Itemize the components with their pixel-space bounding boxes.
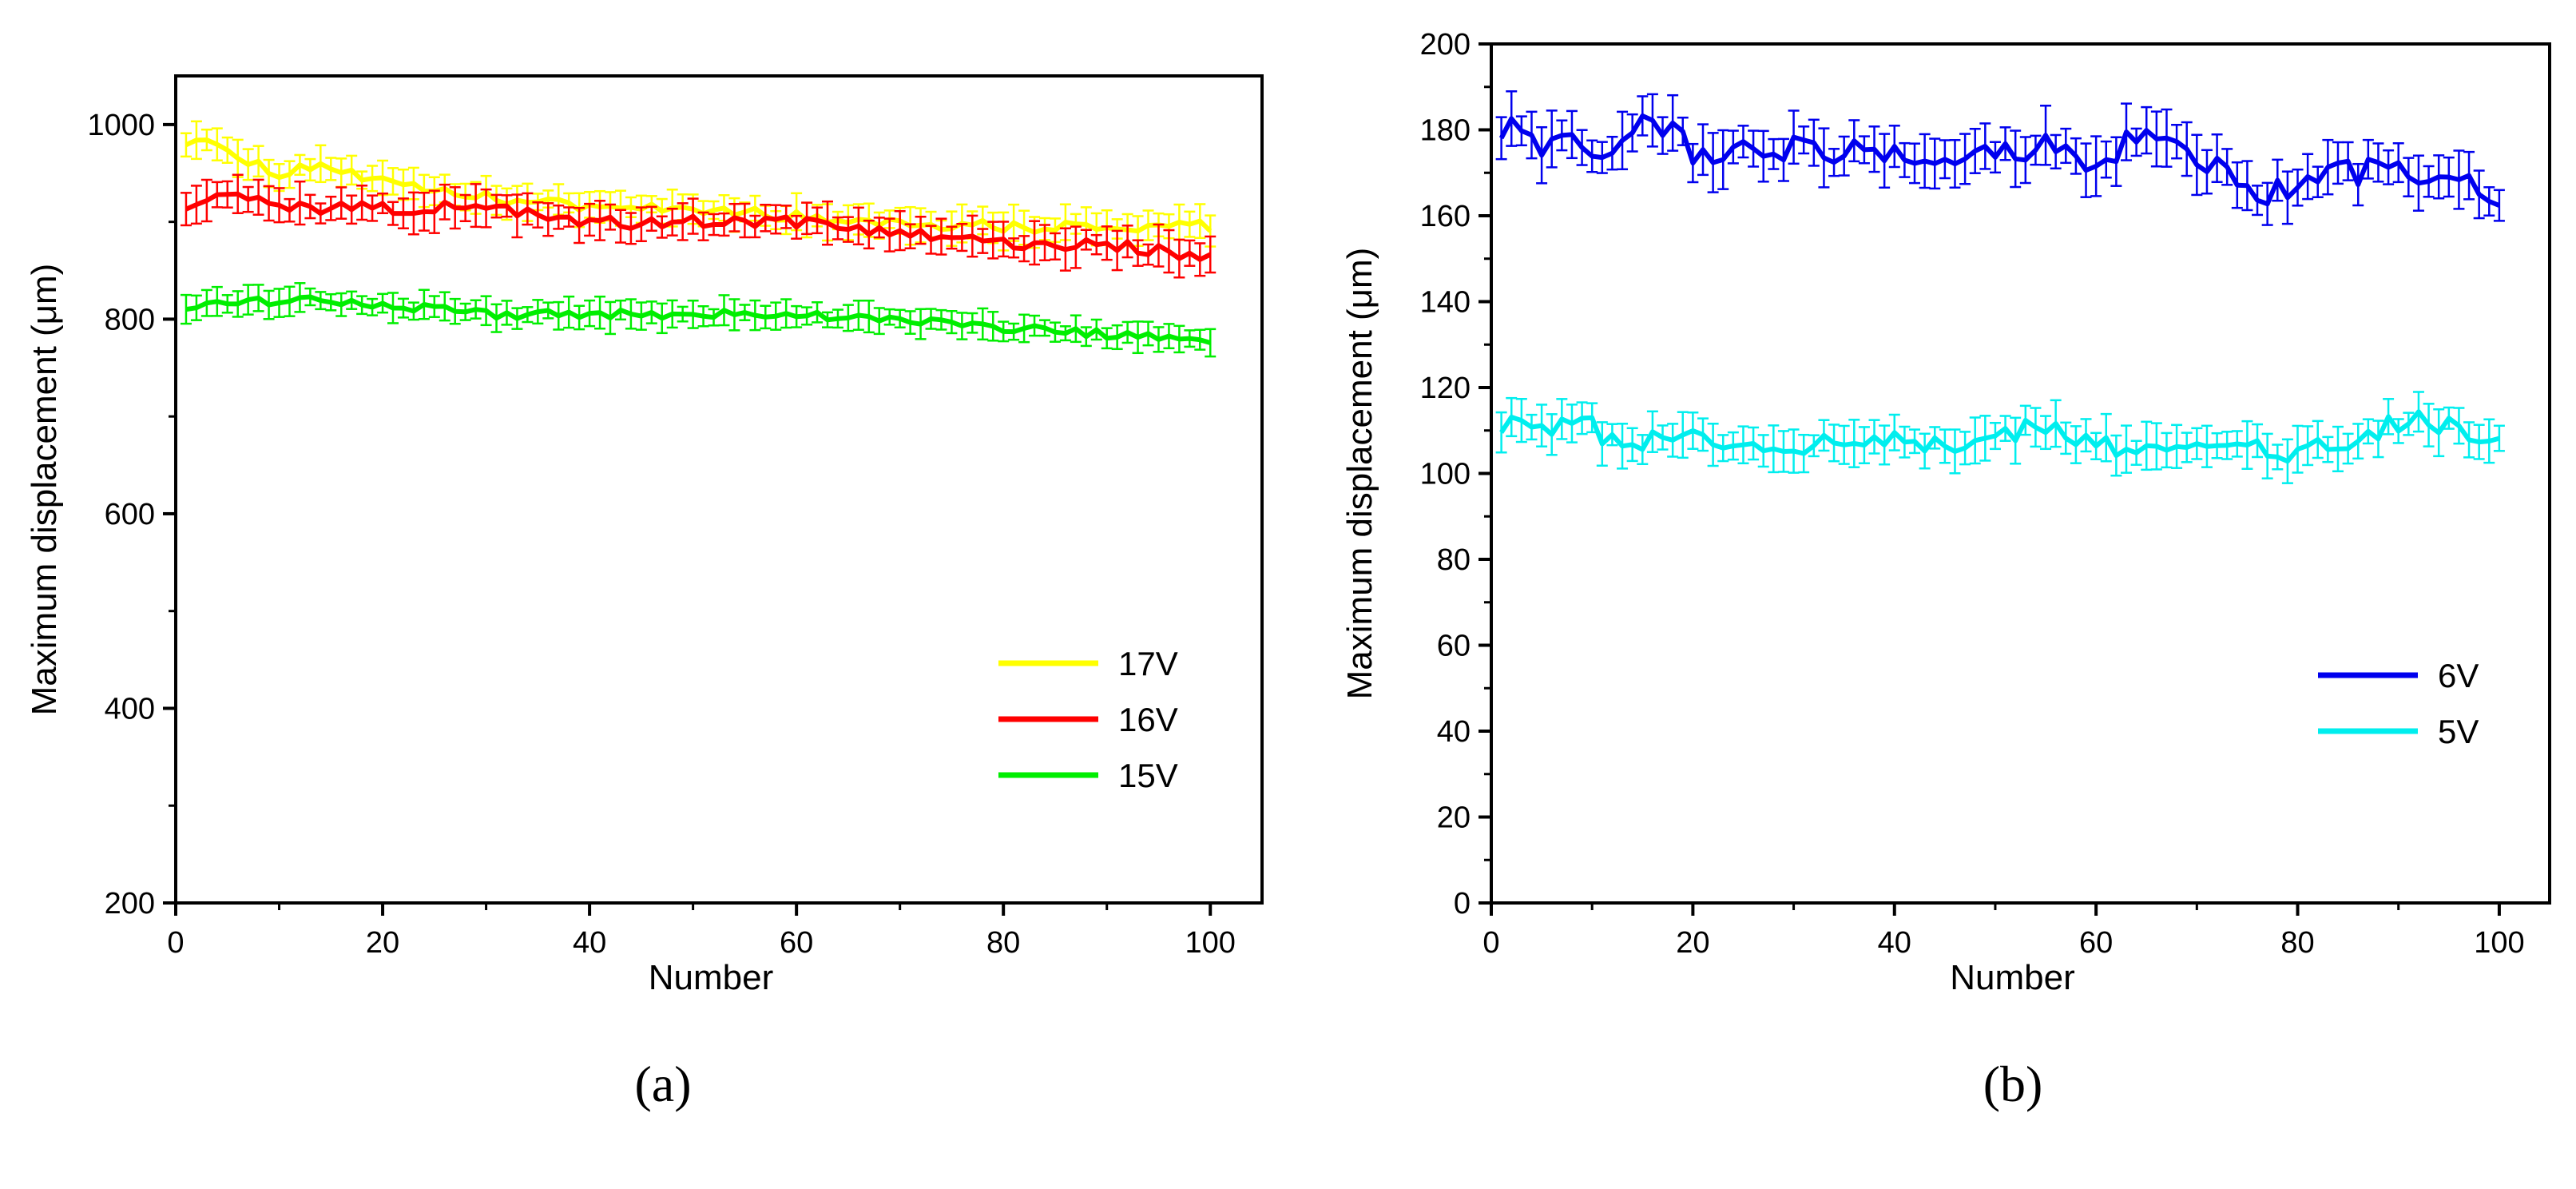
x-tick-label: 20 xyxy=(366,926,399,960)
y-tick-label: 140 xyxy=(1420,286,1471,320)
x-axis-label: Number xyxy=(1950,958,2075,997)
series-5V xyxy=(1495,391,2505,484)
series-line-5V xyxy=(1499,409,2500,464)
y-axis-label: Maximum displacement (μm) xyxy=(1340,248,1379,700)
series-line-15V xyxy=(185,294,1212,345)
panel-label-a: (a) xyxy=(634,1056,692,1112)
y-tick-label: 100 xyxy=(1420,458,1471,491)
y-tick-label: 600 xyxy=(105,498,155,531)
x-tick-label: 80 xyxy=(986,926,1020,960)
y-tick-label: 20 xyxy=(1437,801,1471,835)
y-tick-label: 60 xyxy=(1437,630,1471,663)
plot-frame xyxy=(1490,42,2551,905)
x-axis-label: Number xyxy=(649,958,774,997)
x-tick-label: 40 xyxy=(573,926,606,960)
x-tick-label: 40 xyxy=(1878,926,1911,960)
series-16V xyxy=(180,173,1217,279)
legend-label-15V: 15V xyxy=(1118,757,1178,794)
y-tick-label: 400 xyxy=(105,692,155,726)
legend-label-16V: 16V xyxy=(1118,701,1178,738)
chart-b-svg: 0 20 40 60 80 100 0 20 40 60 80 100 120 140 160 180 200 N… xyxy=(1340,28,2551,997)
y-tick-label: 800 xyxy=(105,303,155,336)
y-tick-label: 180 xyxy=(1420,114,1471,148)
x-tick-label: 100 xyxy=(2474,926,2524,960)
series-17V xyxy=(180,120,1217,252)
panel-label-b: (b) xyxy=(1983,1056,2043,1112)
y-tick-label: 120 xyxy=(1420,372,1471,405)
legend-label-5V: 5V xyxy=(2438,713,2479,750)
chart-panel-a: 0 20 40 60 80 100 200 400 600 800 1000 Number Maximu… xyxy=(25,74,1264,997)
x-tick-label: 60 xyxy=(2079,926,2113,960)
legend-label-6V: 6V xyxy=(2438,657,2479,694)
x-tick-label: 20 xyxy=(1676,926,1709,960)
chart-a-svg: 0 20 40 60 80 100 200 400 600 800 1000 Number Maximu… xyxy=(25,74,1264,997)
y-tick-label: 1000 xyxy=(87,109,155,142)
series-15V xyxy=(180,282,1217,358)
series-6V xyxy=(1495,90,2505,226)
y-tick-label: 160 xyxy=(1420,200,1471,233)
series-line-6V xyxy=(1498,113,2501,208)
x-tick-label: 80 xyxy=(2280,926,2314,960)
x-tick-label: 100 xyxy=(1185,926,1236,960)
legend-label-17V: 17V xyxy=(1118,645,1178,682)
y-tick-label: 0 xyxy=(1454,887,1471,921)
y-tick-label: 200 xyxy=(1420,28,1471,62)
series-line-17V xyxy=(185,137,1213,235)
y-tick-label: 80 xyxy=(1437,543,1471,577)
y-axis-label: Maximum displacement (μm) xyxy=(25,264,64,716)
x-tick-label: 0 xyxy=(1482,926,1499,960)
plot-frame xyxy=(174,74,1264,905)
chart-panel-b: 0 20 40 60 80 100 0 20 40 60 80 100 120 140 160 180 200 N… xyxy=(1288,0,2576,1189)
series-line-16V xyxy=(185,191,1212,262)
y-tick-label: 200 xyxy=(105,887,155,921)
x-tick-label: 60 xyxy=(780,926,813,960)
y-tick-label: 40 xyxy=(1437,715,1471,749)
x-tick-label: 0 xyxy=(167,926,184,960)
